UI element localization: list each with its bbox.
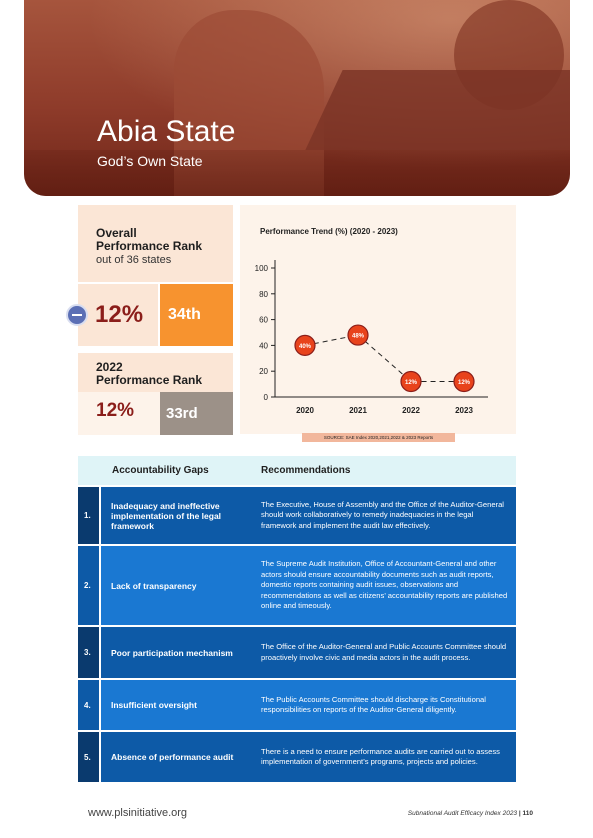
y-tick-label: 80: [259, 290, 268, 299]
footer-website-link[interactable]: www.plsinitiative.org: [88, 807, 188, 819]
data-label: 12%: [405, 380, 418, 386]
table-row: 3. Poor participation mechanism The Offi…: [78, 627, 516, 678]
state-slogan: God’s Own State: [97, 153, 203, 169]
previous-percentage-cell: [78, 392, 160, 435]
data-point: [400, 370, 422, 393]
footer-publication: Subnational Audit Efficacy Index 2023 | …: [408, 810, 533, 817]
row-gap: Absence of performance audit: [101, 732, 253, 782]
table-row: 2. Lack of transparency The Supreme Audi…: [78, 546, 516, 625]
row-gap: Poor participation mechanism: [101, 627, 253, 678]
hero-photo-roof: [305, 70, 570, 150]
row-number: 4.: [78, 680, 99, 730]
data-label: 40%: [299, 344, 312, 350]
row-gap: Inadequacy and ineffective implementatio…: [101, 487, 253, 544]
chart-canvas: 0 20 40 60 80 100 2020 2021 2022 2023 40% 48% 12% 12%: [255, 260, 488, 415]
x-tick-label: 2020: [296, 406, 314, 415]
current-rank: 34th: [160, 284, 233, 346]
overall-rank-line2: Performance Rank: [96, 239, 203, 253]
series-line: [304, 334, 464, 383]
previous-rank-year: 2022: [96, 360, 123, 374]
chart-source: SOURCE: SAE Index 2020,2021,2022 & 2023 …: [302, 433, 455, 442]
footer-separator: |: [518, 810, 521, 817]
data-label: 48%: [352, 334, 365, 340]
publication-name: Subnational Audit Efficacy Index 2023: [407, 810, 518, 817]
overall-rank-card: Overall Performance Rank out of 36 state…: [78, 205, 233, 282]
state-title: Abia State: [97, 115, 236, 148]
y-tick-label: 60: [259, 316, 268, 325]
header-gaps: Accountability Gaps: [112, 465, 209, 476]
y-tick-label: 100: [255, 264, 269, 273]
row-recommendation: The Executive, House of Assembly and the…: [253, 487, 516, 544]
y-tick-label: 0: [264, 393, 269, 402]
current-rank-row: 12% 34th: [78, 284, 233, 346]
row-recommendation: The Public Accounts Committee should dis…: [253, 680, 516, 730]
data-point: [294, 334, 316, 356]
row-gap: Insufficient oversight: [101, 680, 253, 730]
overall-rank-line1: Overall: [96, 226, 137, 240]
row-number: 2.: [78, 546, 99, 625]
previous-percentage: 12%: [96, 400, 135, 421]
y-tick-label: 40: [259, 341, 268, 350]
chart-title: Performance Trend (%) (2020 - 2023): [260, 227, 398, 236]
row-gap: Lack of transparency: [101, 546, 253, 625]
performance-chart: Performance Trend (%) (2020 - 2023) 0 20 4…: [240, 205, 516, 434]
hero-photo-ground: [24, 150, 570, 196]
minus-icon: [66, 304, 88, 326]
page-number: 110: [522, 810, 534, 817]
y-tick-label: 20: [259, 367, 268, 376]
previous-rank: 33rd: [160, 392, 233, 435]
row-recommendation: The Supreme Audit Institution, Office of…: [253, 546, 516, 625]
current-percentage: 12%: [78, 284, 158, 346]
header-recommendations: Recommendations: [261, 465, 351, 476]
overall-rank-heading: Overall Performance Rank: [96, 227, 202, 253]
data-label: 12%: [458, 380, 471, 386]
previous-rank-heading: 2022 Performance Rank: [96, 361, 202, 387]
hero-banner: [24, 0, 570, 196]
x-tick-label: 2021: [349, 406, 367, 415]
row-number: 3.: [78, 627, 99, 678]
data-point: [453, 370, 475, 393]
x-tick-label: 2023: [455, 406, 473, 415]
table-row: 5. Absence of performance audit There is…: [78, 732, 516, 782]
overall-rank-subtitle: out of 36 states: [96, 254, 172, 266]
table-row: 1. Inadequacy and ineffective implementa…: [78, 487, 516, 544]
table-header: Accountability Gaps Recommendations: [78, 456, 516, 485]
x-tick-label: 2022: [402, 406, 420, 415]
table-row: 4. Insufficient oversight The Public Acc…: [78, 680, 516, 730]
row-recommendation: There is a need to ensure performance au…: [253, 732, 516, 782]
previous-rank-label: Performance Rank: [96, 373, 203, 387]
row-number: 5.: [78, 732, 99, 782]
row-recommendation: The Office of the Auditor-General and Pu…: [253, 627, 516, 678]
row-number: 1.: [78, 487, 99, 544]
data-point: [347, 324, 369, 346]
